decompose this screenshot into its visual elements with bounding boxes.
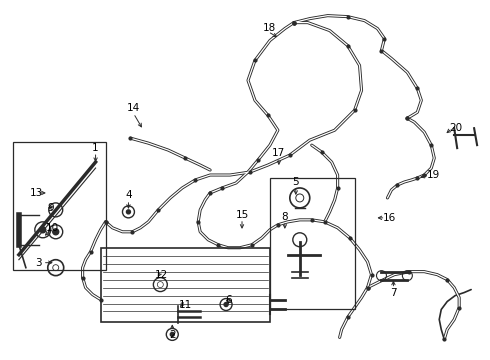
Circle shape bbox=[126, 210, 130, 214]
Text: 12: 12 bbox=[155, 270, 168, 280]
Bar bbox=[13, 142, 105, 270]
Text: 19: 19 bbox=[427, 170, 440, 180]
Text: 3: 3 bbox=[35, 258, 42, 268]
Text: 13: 13 bbox=[30, 188, 44, 198]
Text: 6: 6 bbox=[225, 294, 231, 305]
Text: 1: 1 bbox=[92, 143, 99, 153]
Text: 20: 20 bbox=[450, 123, 463, 133]
Text: 15: 15 bbox=[235, 210, 248, 220]
Text: 7: 7 bbox=[390, 288, 397, 298]
Text: 16: 16 bbox=[383, 213, 396, 223]
Text: 14: 14 bbox=[127, 103, 140, 113]
Text: 18: 18 bbox=[263, 23, 276, 33]
Text: 5: 5 bbox=[293, 177, 299, 187]
Circle shape bbox=[53, 229, 59, 235]
Text: 17: 17 bbox=[272, 148, 286, 158]
Text: 2: 2 bbox=[169, 330, 175, 341]
Text: 10: 10 bbox=[46, 223, 59, 233]
Bar bbox=[270, 178, 355, 310]
Circle shape bbox=[40, 227, 46, 233]
Bar bbox=[100, 248, 270, 323]
Circle shape bbox=[224, 302, 228, 306]
Text: 8: 8 bbox=[282, 212, 288, 222]
Text: 9: 9 bbox=[48, 203, 54, 213]
Text: 4: 4 bbox=[125, 190, 132, 200]
Text: 11: 11 bbox=[179, 300, 192, 310]
Circle shape bbox=[171, 332, 174, 336]
